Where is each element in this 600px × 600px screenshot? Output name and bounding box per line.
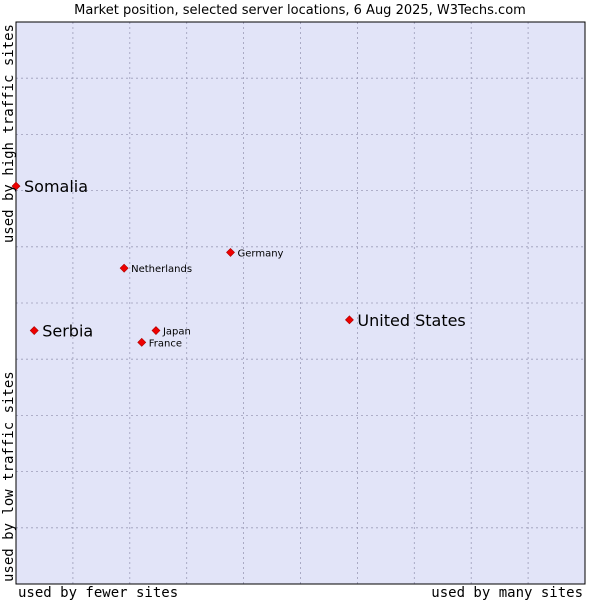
- point-marker-germany: [226, 247, 235, 257]
- x-axis-label-right: used by many sites: [431, 585, 583, 600]
- point-marker-japan: [151, 326, 161, 335]
- y-axis-label-bottom: used by low traffic sites: [1, 371, 17, 582]
- point-label-germany: Germany: [238, 248, 284, 259]
- point-label-netherlands: Netherlands: [131, 264, 192, 275]
- point-marker-serbia: [29, 326, 39, 335]
- point-label-somalia: Somalia: [24, 177, 88, 196]
- data-points: Somalia Germany Netherlands United States Se…: [11, 177, 466, 349]
- y-axis-label-top: used by high traffic sites: [1, 24, 17, 243]
- point-label-serbia: Serbia: [42, 322, 93, 341]
- point-label-japan: Japan: [162, 327, 191, 338]
- point-marker-united-states: [345, 315, 354, 325]
- x-axis-label-left: used by fewer sites: [18, 585, 178, 600]
- chart-title: Market position, selected server locatio…: [74, 3, 526, 18]
- point-marker-somalia: [11, 181, 21, 191]
- point-marker-france: [137, 337, 147, 347]
- plot-frame: [15, 21, 586, 585]
- point-label-united-states: United States: [357, 311, 465, 330]
- grid-lines: [16, 22, 585, 584]
- point-label-france: France: [149, 338, 182, 349]
- point-marker-netherlands: [119, 263, 129, 273]
